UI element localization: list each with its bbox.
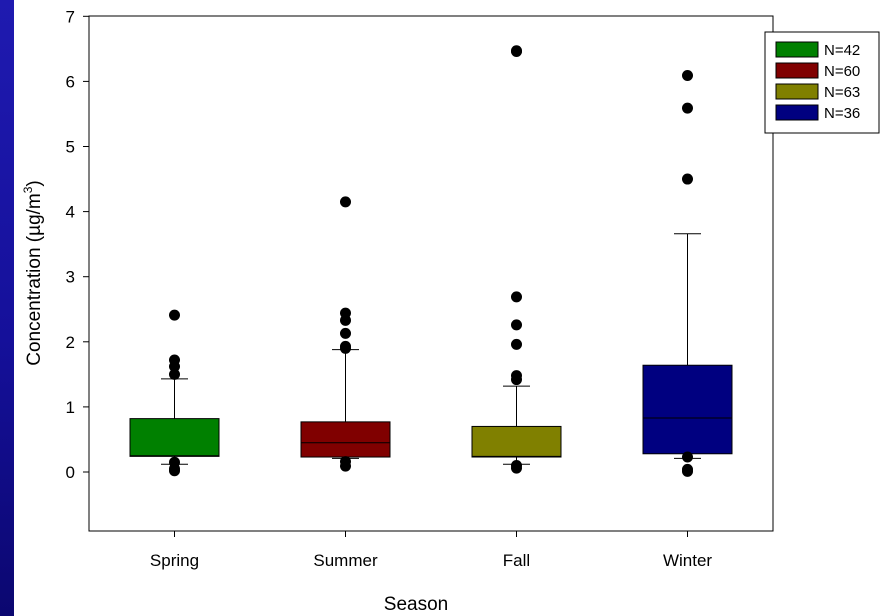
outlier-point <box>682 70 693 82</box>
box <box>642 364 733 455</box>
box-group-winter <box>642 70 733 477</box>
slide-left-border <box>0 0 14 616</box>
legend-swatch <box>775 83 819 100</box>
outlier-point <box>682 102 693 114</box>
x-tick-label: Winter <box>663 551 712 570</box>
legend-label: N=36 <box>824 105 860 122</box>
y-axis-ticks: 0 1 2 3 4 5 6 7 Spring Summer Fall Winter <box>66 7 713 570</box>
outlier-point <box>511 45 522 57</box>
outlier-point <box>682 173 693 185</box>
y-tick-label: 2 <box>66 333 75 352</box>
y-tick-label: 6 <box>66 72 75 91</box>
x-tick-label: Fall <box>503 551 530 570</box>
outlier-point <box>169 456 180 468</box>
y-axis-label-superscript: 3 <box>21 186 35 193</box>
y-tick-label: 1 <box>66 398 75 417</box>
y-axis-label: Concentration (µg/m3) <box>21 180 45 366</box>
legend-label: N=42 <box>824 42 860 59</box>
box-group-spring <box>129 309 220 477</box>
outlier-point <box>511 370 522 382</box>
outlier-point <box>682 451 693 463</box>
outlier-point <box>169 368 180 380</box>
legend-swatch <box>775 62 819 79</box>
y-tick-label: 5 <box>66 138 75 157</box>
outlier-point <box>340 327 351 339</box>
box-group-fall <box>471 45 562 474</box>
outlier-point <box>511 319 522 331</box>
y-tick-label: 7 <box>66 7 75 26</box>
y-tick-label: 3 <box>66 268 75 287</box>
outlier-point <box>340 307 351 319</box>
legend-label: N=63 <box>824 84 860 101</box>
box <box>471 425 562 458</box>
outlier-point <box>169 354 180 366</box>
outlier-point <box>340 456 351 468</box>
outlier-point <box>511 338 522 350</box>
outlier-point <box>340 196 351 208</box>
box <box>300 421 391 458</box>
x-axis-label: Season <box>384 594 448 615</box>
y-axis-label-main: Concentration (µg/m <box>24 193 45 366</box>
legend: N=42 N=60 N=63 N=36 <box>764 31 880 134</box>
box-group-summer <box>300 196 391 472</box>
y-tick-label: 0 <box>66 463 75 482</box>
x-tick-label: Spring <box>150 551 199 570</box>
outlier-point <box>511 291 522 303</box>
legend-swatch <box>775 104 819 121</box>
y-tick-label: 4 <box>66 203 75 222</box>
boxes <box>129 45 733 477</box>
outlier-point <box>682 463 693 475</box>
y-axis-label-close: ) <box>24 180 45 186</box>
x-tick-label: Summer <box>313 551 378 570</box>
outlier-point <box>340 340 351 352</box>
box <box>129 418 220 457</box>
legend-swatch <box>775 41 819 58</box>
outlier-point <box>511 459 522 471</box>
outlier-point <box>169 309 180 321</box>
legend-label: N=60 <box>824 63 860 80</box>
